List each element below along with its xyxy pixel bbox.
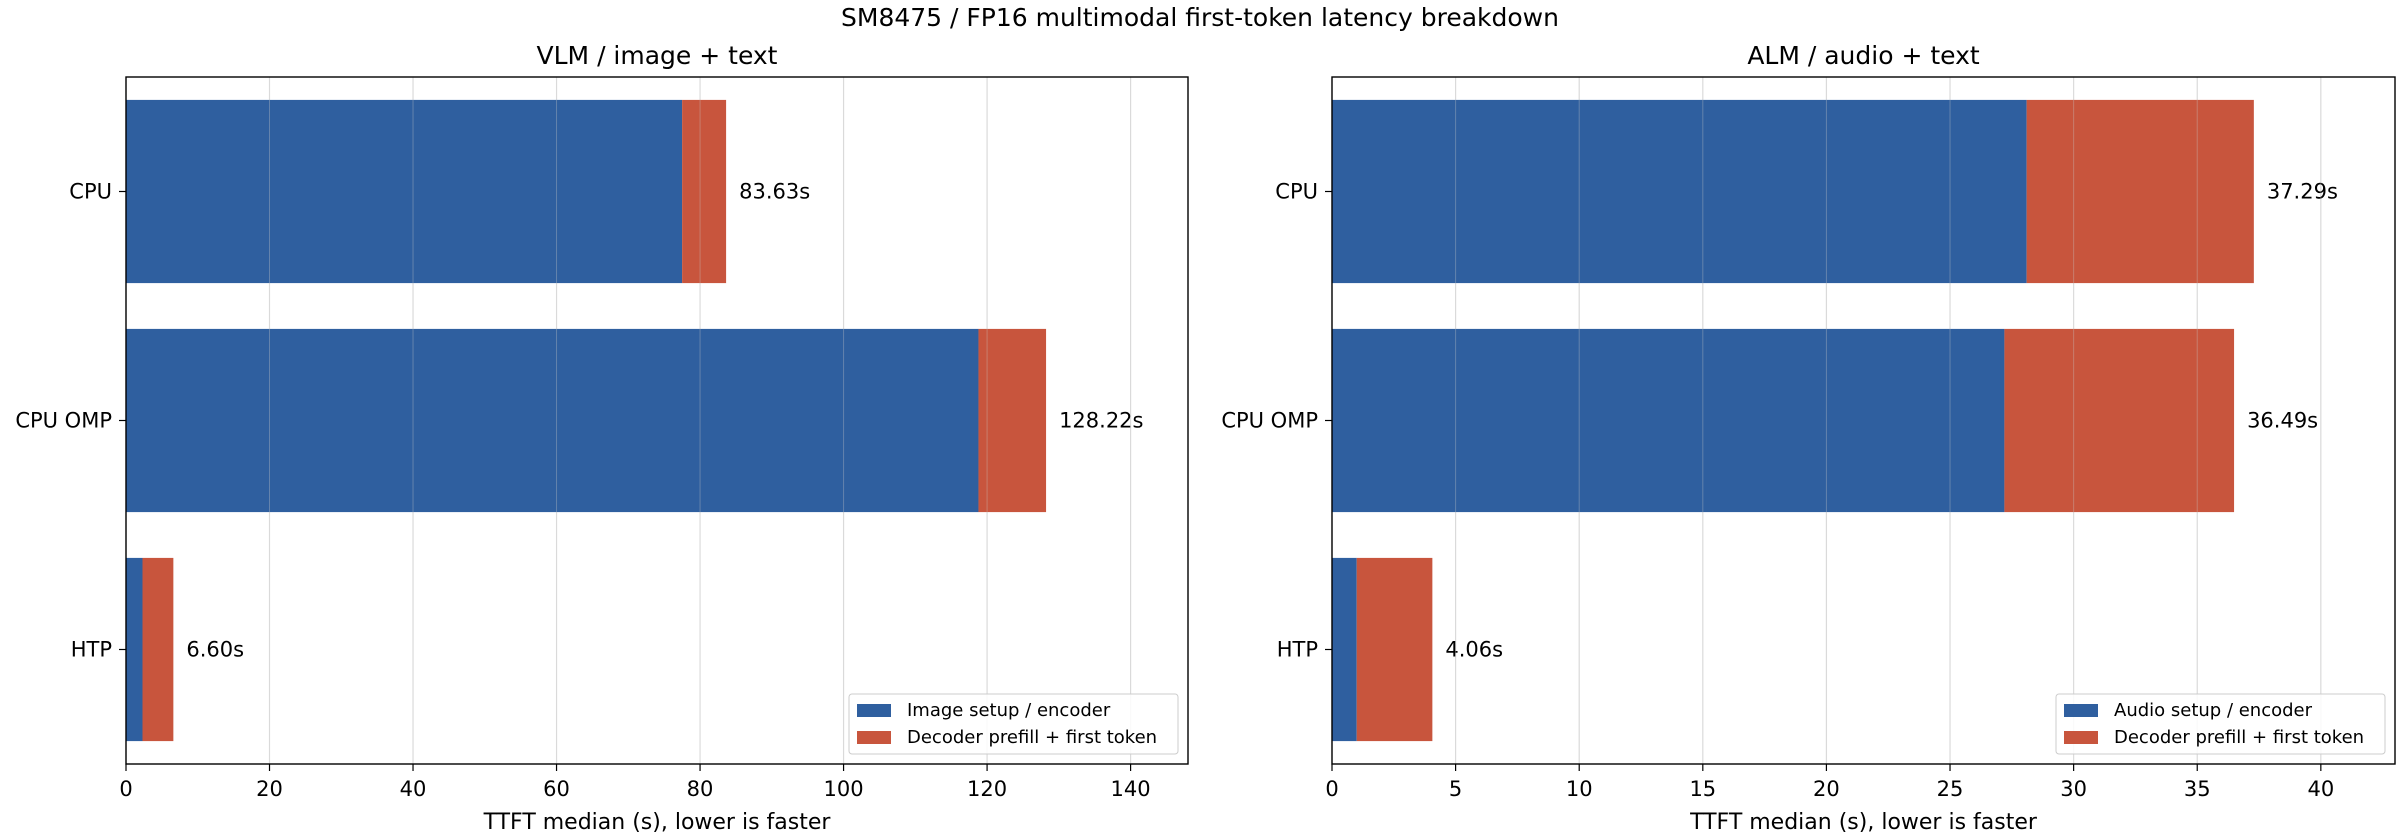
- x-axis-label: TTFT median (s), lower is faster: [483, 810, 832, 835]
- legend-entry: Audio setup / encoder: [2114, 700, 2313, 721]
- x-tick-label: 35: [2184, 777, 2211, 801]
- chart-panel-vlm: 83.63s CPU 128.22s CPU OMP 6.60s HTP 0 20 40 60 80…: [15, 41, 1189, 835]
- legend-swatch: [857, 704, 891, 717]
- bar-encoder-2: [126, 557, 143, 742]
- legend-entry: Decoder prefill + first token: [2114, 727, 2364, 748]
- data-label: 83.63s: [739, 180, 810, 204]
- x-tick-label: 30: [2060, 777, 2087, 801]
- legend-swatch: [857, 731, 891, 744]
- legend-box: [2055, 693, 2386, 755]
- bar-encoder-1: [126, 328, 979, 513]
- legend-entry: Decoder prefill + first token: [907, 727, 1157, 748]
- x-tick-label: 120: [967, 777, 1007, 801]
- chart-title: VLM / image + text: [537, 41, 778, 70]
- x-tick-label: 20: [256, 777, 283, 801]
- y-tick-label: CPU OMP: [1221, 409, 1318, 433]
- x-tick-label: 40: [2307, 777, 2334, 801]
- x-tick-label: 40: [400, 777, 427, 801]
- bar-decoder-0: [2026, 99, 2254, 284]
- data-label: 6.60s: [186, 638, 244, 662]
- data-label: 128.22s: [1059, 409, 1143, 433]
- bar-decoder-2: [142, 557, 174, 742]
- y-tick-label: CPU: [69, 180, 112, 204]
- bar-decoder-1: [978, 328, 1047, 513]
- y-tick-label: CPU OMP: [15, 409, 112, 433]
- y-tick-label: HTP: [1277, 638, 1318, 662]
- x-tick-label: 0: [1325, 777, 1338, 801]
- bar-decoder-2: [1356, 557, 1433, 742]
- x-axis-label: TTFT median (s), lower is faster: [1689, 810, 2038, 835]
- bar-encoder-0: [1332, 99, 2027, 284]
- chart-title: ALM / audio + text: [1747, 41, 1980, 70]
- chart-panel-alm: 37.29s CPU 36.49s CPU OMP 4.06s HTP 0 5 10 15 20 25…: [1221, 41, 2396, 835]
- bar-encoder-0: [126, 99, 683, 284]
- x-tick-label: 25: [1937, 777, 1964, 801]
- x-tick-label: 10: [1566, 777, 1593, 801]
- legend-entry: Image setup / encoder: [907, 700, 1111, 721]
- y-tick-label: CPU: [1275, 180, 1318, 204]
- data-label: 37.29s: [2267, 180, 2338, 204]
- x-tick-label: 15: [1689, 777, 1716, 801]
- legend-swatch: [2064, 731, 2098, 744]
- figure-suptitle: SM8475 / FP16 multimodal first-token lat…: [841, 3, 1559, 32]
- bar-decoder-0: [682, 99, 727, 284]
- x-tick-label: 80: [687, 777, 714, 801]
- x-tick-label: 140: [1111, 777, 1151, 801]
- x-tick-label: 20: [1813, 777, 1840, 801]
- plot-frame: [1331, 76, 2396, 765]
- y-tick-label: HTP: [71, 638, 112, 662]
- x-tick-label: 60: [543, 777, 570, 801]
- x-tick-label: 5: [1449, 777, 1462, 801]
- bar-encoder-2: [1332, 557, 1357, 742]
- plot-frame: [125, 76, 1189, 765]
- legend-swatch: [2064, 704, 2098, 717]
- data-label: 36.49s: [2247, 409, 2318, 433]
- x-tick-label: 100: [824, 777, 864, 801]
- x-tick-label: 0: [119, 777, 132, 801]
- data-label: 4.06s: [1445, 638, 1503, 662]
- bar-decoder-1: [2004, 328, 2235, 513]
- bar-encoder-1: [1332, 328, 2005, 513]
- legend-box: [848, 693, 1179, 755]
